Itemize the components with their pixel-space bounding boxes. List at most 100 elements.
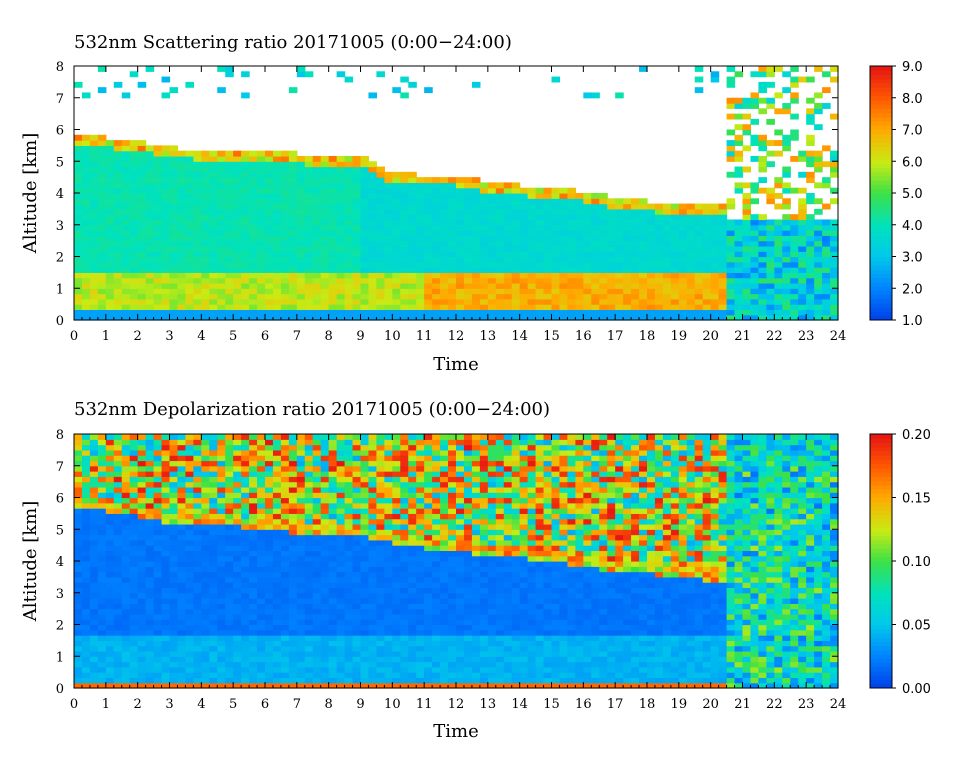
heatmap-cell (662, 214, 672, 221)
heatmap-cell (288, 198, 298, 205)
heatmap-cell (265, 566, 274, 573)
heatmap-cell (201, 288, 210, 295)
heatmap-cell (352, 534, 362, 541)
heatmap-cell (416, 230, 425, 236)
heatmap-cell (830, 272, 839, 279)
heatmap-cell (265, 561, 274, 567)
heatmap-cell (209, 224, 218, 231)
x-tick-label: 5 (229, 329, 237, 344)
heatmap-cell (193, 613, 202, 620)
heatmap-cell (312, 187, 322, 194)
heatmap-cell (137, 187, 147, 194)
heatmap-cell (89, 492, 99, 499)
heatmap-cell (129, 187, 139, 194)
heatmap-cell (288, 481, 298, 488)
heatmap-cell (830, 171, 839, 178)
heatmap-cell (718, 240, 728, 247)
heatmap-cell (662, 314, 672, 321)
heatmap-cell (456, 288, 465, 295)
heatmap-cell (113, 439, 123, 446)
heatmap-cell (360, 566, 370, 573)
heatmap-cell (97, 208, 107, 215)
heatmap-cell (169, 539, 179, 546)
heatmap-cell (145, 513, 155, 520)
heatmap-cell (662, 309, 672, 316)
x-tick-label: 1 (102, 329, 110, 344)
heatmap-cell (241, 555, 250, 562)
heatmap-cell (591, 298, 600, 305)
heatmap-cell (193, 434, 202, 440)
heatmap-cell (710, 309, 720, 316)
heatmap-cell (750, 140, 760, 146)
heatmap-cell (320, 460, 330, 467)
heatmap-cell (97, 661, 107, 668)
heatmap-cell (153, 661, 163, 668)
heatmap-cell (344, 166, 354, 173)
heatmap-cell (607, 293, 616, 300)
heatmap-cell (551, 277, 561, 284)
heatmap-cell (296, 314, 306, 321)
heatmap-cell (97, 513, 107, 520)
heatmap-cell (830, 198, 839, 205)
heatmap-cell (631, 230, 640, 236)
heatmap-cell (193, 492, 202, 499)
heatmap-cell (559, 198, 569, 205)
x-tick-label: 15 (543, 329, 560, 344)
heatmap-cell (257, 608, 266, 615)
heatmap-cell (105, 476, 115, 483)
heatmap-cell (511, 208, 521, 215)
heatmap-cell (201, 155, 210, 162)
heatmap-cell (535, 256, 545, 263)
heatmap-cell (185, 523, 194, 530)
heatmap-cell (623, 282, 632, 289)
heatmap-cell (384, 288, 393, 295)
heatmap-cell (591, 282, 600, 289)
heatmap-cell (257, 529, 266, 536)
heatmap-cell (798, 235, 807, 242)
heatmap-cell (74, 598, 83, 604)
heatmap-cell (734, 103, 744, 109)
heatmap-cell (392, 208, 401, 215)
heatmap-cell (392, 272, 401, 279)
heatmap-cell (296, 439, 306, 446)
heatmap-cell (161, 476, 171, 483)
heatmap-cell (384, 444, 393, 451)
heatmap-cell (448, 177, 457, 184)
heatmap-cell (416, 282, 425, 289)
heatmap-cell (726, 277, 736, 284)
heatmap-cell (137, 171, 147, 178)
heatmap-cell (105, 267, 115, 273)
heatmap-cell (169, 272, 179, 279)
heatmap-cell (654, 240, 664, 247)
heatmap-cell (121, 150, 131, 157)
heatmap-cell (471, 182, 481, 189)
heatmap-cell (137, 486, 147, 493)
heatmap-cell (384, 677, 393, 684)
heatmap-cell (169, 629, 179, 636)
heatmap-cell (511, 193, 521, 199)
heatmap-cell (368, 582, 378, 589)
heatmap-cell (296, 661, 306, 668)
heatmap-cell (137, 193, 147, 199)
heatmap-cell (503, 251, 513, 258)
heatmap-cell (137, 640, 147, 647)
heatmap-cell (225, 439, 234, 446)
heatmap-cell (495, 288, 505, 295)
heatmap-cell (272, 656, 282, 663)
heatmap-cell (105, 309, 115, 316)
heatmap-cell (551, 267, 561, 273)
heatmap-cell (74, 587, 83, 594)
heatmap-cell (177, 603, 187, 610)
heatmap-cell (288, 298, 298, 305)
heatmap-cell (567, 245, 576, 252)
heatmap-cell (766, 272, 775, 279)
heatmap-cell (352, 272, 362, 279)
heatmap-cell (288, 629, 298, 636)
colorbar: 1.02.03.04.05.06.07.08.09.0 (869, 60, 923, 329)
colorbar-segment (870, 82, 892, 88)
heatmap-cell (543, 256, 553, 263)
heatmap-cell (559, 288, 569, 295)
heatmap-cell (81, 502, 91, 509)
heatmap-cell (257, 582, 266, 589)
heatmap-cell (344, 471, 354, 477)
